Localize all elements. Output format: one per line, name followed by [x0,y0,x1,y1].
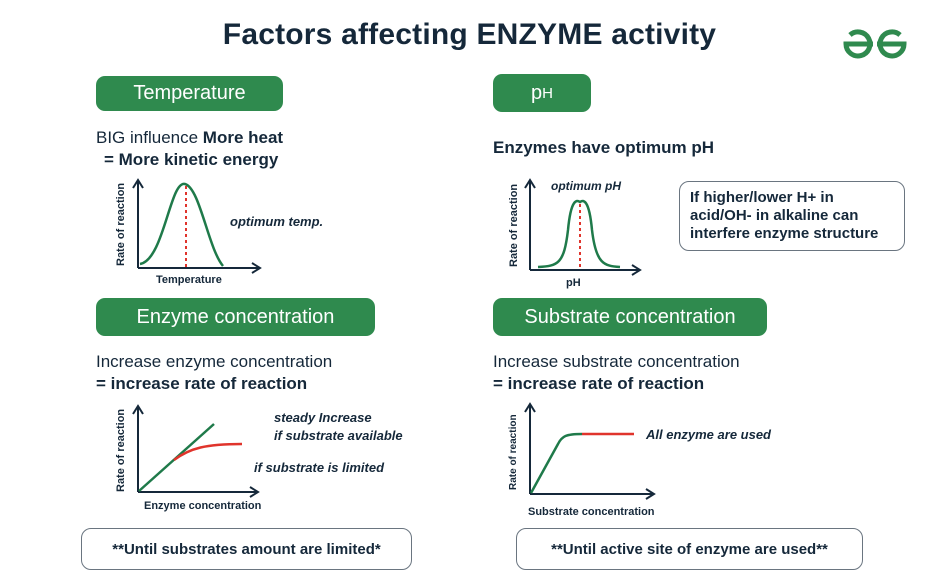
temperature-ylabel: Rate of reaction [115,183,127,266]
enzyme-ylabel: Rate of reaction [115,409,127,492]
enzyme-annotation-steady-1: steady Increase [274,410,372,425]
ph-graph: Rate of reaction pH optimum pH [508,178,642,289]
enzyme-description-line2: = increase rate of reaction [96,374,308,393]
temperature-curve [139,182,225,267]
substrate-description-line2: = increase rate of reaction [493,374,705,393]
enzyme-annotation-steady-2: if substrate available [274,428,403,443]
substrate-graph: Rate of reaction Substrate concentration… [508,402,772,518]
ph-y-arrow [524,178,536,189]
substrate-description-line1: Increase substrate concentration [493,352,740,371]
temperature-annotation: optimum temp. [230,214,323,229]
ph-label-sup: H [542,84,553,102]
substrate-footnote: **Until active site of enzyme are used** [551,540,828,558]
geeksforgeeks-logo-icon [843,29,907,59]
temperature-description: BIG influence More heat [96,127,283,149]
temperature-desc-normal: BIG influence [96,128,203,147]
enzyme-limited-curve [173,442,243,462]
enzyme-xlabel: Enzyme concentration [144,500,262,512]
enzyme-x-arrow [249,486,260,498]
substrate-xlabel: Substrate concentration [528,506,655,518]
enzyme-annotation-limited: if substrate is limited [254,460,385,475]
enzyme-concentration-label: Enzyme concentration [96,298,375,336]
enzyme-graph: Rate of reaction Enzyme concentration st… [115,404,403,512]
substrate-ylabel: Rate of reaction [508,414,519,490]
ph-note-text: If higher/lower H+ in acid/OH- in alkali… [690,189,879,242]
page-title: Factors affecting ENZYME activity [222,18,717,51]
ph-heading: Enzymes have optimum pH [493,138,715,157]
enzyme-footnote-box: **Until substrates amount are limited* [81,528,412,570]
temperature-y-arrow [132,178,144,189]
substrate-concentration-label: Substrate concentration [493,298,767,336]
temperature-graph: Rate of reaction Temperature optimum tem… [115,178,323,286]
ph-curve [537,199,621,269]
ph-label-base: p [531,81,543,104]
enzyme-description-line1: Increase enzyme concentration [96,352,333,371]
substrate-y-arrow [524,402,536,413]
substrate-x-arrow [645,488,656,500]
ph-x-arrow [631,264,642,276]
enzyme-y-arrow [132,404,144,415]
ph-ylabel: Rate of reaction [508,184,520,267]
substrate-annotation: All enzyme are used [645,427,772,442]
substrate-rise-curve [529,432,583,494]
ph-note-box: If higher/lower H+ in acid/OH- in alkali… [679,181,905,251]
ph-xlabel: pH [566,277,581,289]
temperature-x-arrow [251,262,262,274]
temperature-description-line2: = More kinetic energy [104,150,279,169]
temperature-xlabel: Temperature [156,274,222,286]
temperature-desc-bold: More heat [202,128,284,147]
ph-annotation: optimum pH [551,179,621,193]
temperature-label: Temperature [96,76,283,111]
enzyme-footnote: **Until substrates amount are limited* [112,540,381,558]
substrate-footnote-box: **Until active site of enzyme are used** [516,528,863,570]
